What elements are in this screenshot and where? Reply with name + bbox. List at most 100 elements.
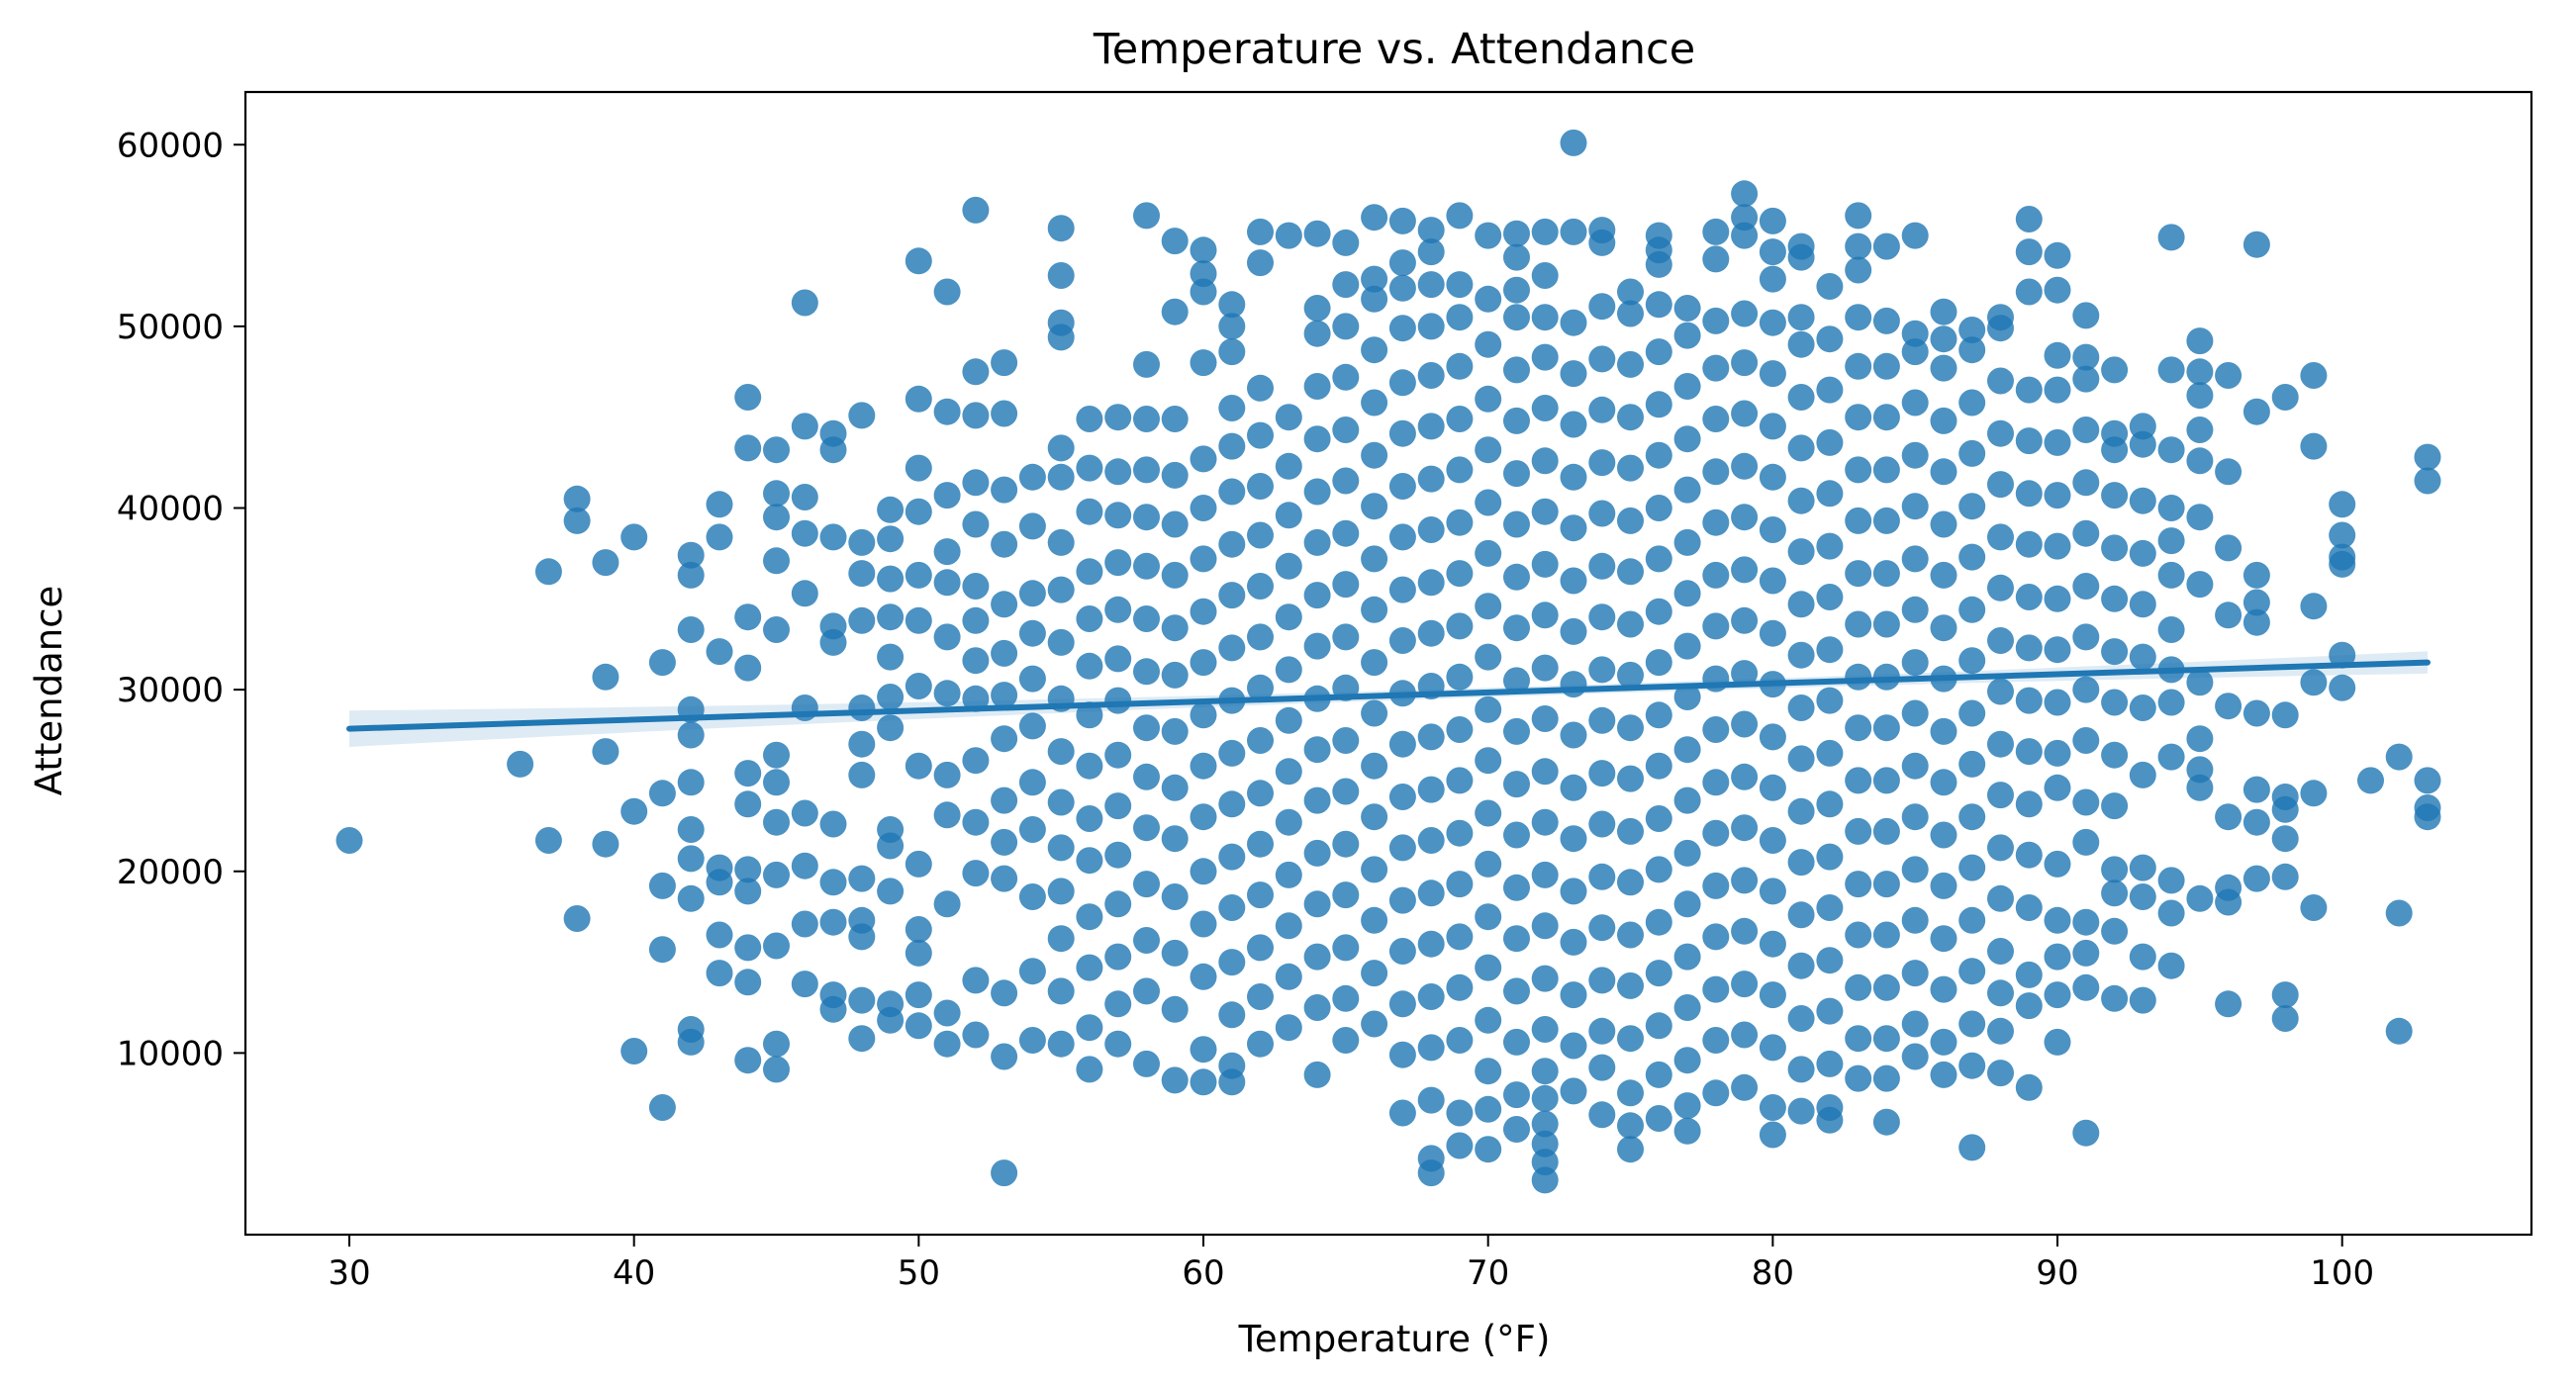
scatter-point: [791, 910, 818, 938]
scatter-point: [1901, 803, 1929, 831]
scatter-point: [2072, 828, 2100, 856]
scatter-point: [1047, 1030, 1075, 1058]
scatter-point: [991, 476, 1018, 504]
scatter-point: [2385, 743, 2413, 771]
scatter-point: [763, 932, 790, 960]
scatter-point: [848, 865, 876, 892]
scatter-point: [2101, 585, 2129, 612]
scatter-point: [2044, 636, 2071, 664]
scatter-point: [1645, 391, 1672, 418]
scatter-point: [1560, 721, 1587, 749]
scatter-point: [1303, 582, 1331, 609]
scatter-point: [1303, 320, 1331, 347]
scatter-point: [1047, 215, 1075, 242]
scatter-point: [1104, 792, 1132, 820]
scatter-point: [2101, 917, 2129, 945]
scatter-point: [1588, 914, 1616, 942]
scatter-point: [1845, 871, 1872, 898]
scatter-point: [2072, 973, 2100, 1001]
scatter-point: [962, 573, 990, 600]
scatter-point: [2157, 224, 2185, 251]
scatter-point: [1759, 827, 1786, 854]
scatter-point: [2129, 430, 2156, 458]
x-tick-label: 90: [2036, 1253, 2078, 1293]
scatter-point: [1104, 596, 1132, 623]
scatter-point: [1588, 810, 1616, 838]
scatter-point: [2242, 231, 2270, 258]
scatter-point: [1759, 981, 1786, 1009]
scatter-point: [648, 872, 676, 899]
scatter-point: [991, 787, 1018, 814]
scatter-point: [1702, 769, 1730, 796]
scatter-point: [1845, 714, 1872, 742]
scatter-point: [1617, 558, 1644, 586]
regression-line: [346, 659, 2431, 732]
scatter-point: [1161, 228, 1189, 255]
scatter-point: [1018, 816, 1046, 843]
scatter-point: [1417, 516, 1445, 543]
scatter-point: [1816, 636, 1844, 664]
scatter-point: [1645, 752, 1672, 780]
scatter-point: [1673, 994, 1701, 1021]
scatter-point: [1446, 509, 1474, 536]
scatter-point: [1930, 1061, 1957, 1088]
scatter-point: [1531, 912, 1559, 940]
scatter-point: [2300, 669, 2328, 696]
scatter-point: [2015, 530, 2043, 558]
scatter-point: [1816, 532, 1844, 560]
scatter-point: [991, 979, 1018, 1007]
scatter-point: [1047, 878, 1075, 905]
scatter-point: [2101, 534, 2129, 562]
scatter-point: [1104, 741, 1132, 769]
scatter-point: [1388, 207, 1416, 234]
scatter-point: [1845, 767, 1872, 794]
scatter-point: [1617, 278, 1644, 306]
scatter-point: [1133, 406, 1160, 432]
x-tick-label: 60: [1182, 1253, 1224, 1293]
scatter-point: [905, 498, 932, 525]
scatter-point: [1303, 943, 1331, 971]
scatter-point: [2157, 356, 2185, 384]
scatter-point: [1503, 1081, 1530, 1109]
scatter-point: [1930, 510, 1957, 538]
scatter-point: [1388, 990, 1416, 1018]
scatter-point: [1588, 603, 1616, 631]
scatter-point: [1901, 222, 1929, 249]
scatter-point: [1702, 561, 1730, 589]
scatter-point: [1018, 512, 1046, 540]
scatter-point: [791, 289, 818, 317]
scatter-point: [1702, 307, 1730, 334]
scatter-point: [2044, 241, 2071, 269]
scatter-point: [1475, 643, 1502, 671]
scatter-point: [1673, 890, 1701, 918]
scatter-point: [1987, 678, 2014, 705]
scatter-point: [2215, 458, 2242, 486]
scatter-point: [1872, 1108, 1900, 1136]
scatter-point: [1702, 354, 1730, 382]
scatter-point: [1787, 330, 1815, 358]
scatter-point: [1218, 478, 1246, 506]
scatter-point: [1247, 421, 1274, 449]
scatter-point: [1076, 454, 1103, 482]
scatter-point: [1958, 439, 1986, 467]
scatter-point: [1673, 425, 1701, 453]
scatter-point: [2044, 341, 2071, 369]
scatter-point: [1446, 973, 1474, 1001]
scatter-point: [1218, 313, 1246, 340]
scatter-point: [1531, 1110, 1559, 1138]
scatter-point: [1218, 949, 1246, 976]
scatter-point: [1475, 850, 1502, 878]
scatter-point: [1303, 632, 1331, 660]
scatter-point: [1332, 623, 1360, 651]
scatter-point: [1446, 612, 1474, 640]
scatter-point: [2044, 850, 2071, 878]
scatter-point: [1958, 543, 1986, 571]
scatter-point: [1588, 760, 1616, 787]
scatter-point: [1503, 667, 1530, 694]
scatter-point: [1560, 617, 1587, 645]
scatter-point: [933, 761, 961, 788]
scatter-point: [1531, 965, 1559, 992]
scatter-point: [791, 484, 818, 510]
scatter-point: [2044, 689, 2071, 716]
scatter-point: [2271, 981, 2299, 1009]
